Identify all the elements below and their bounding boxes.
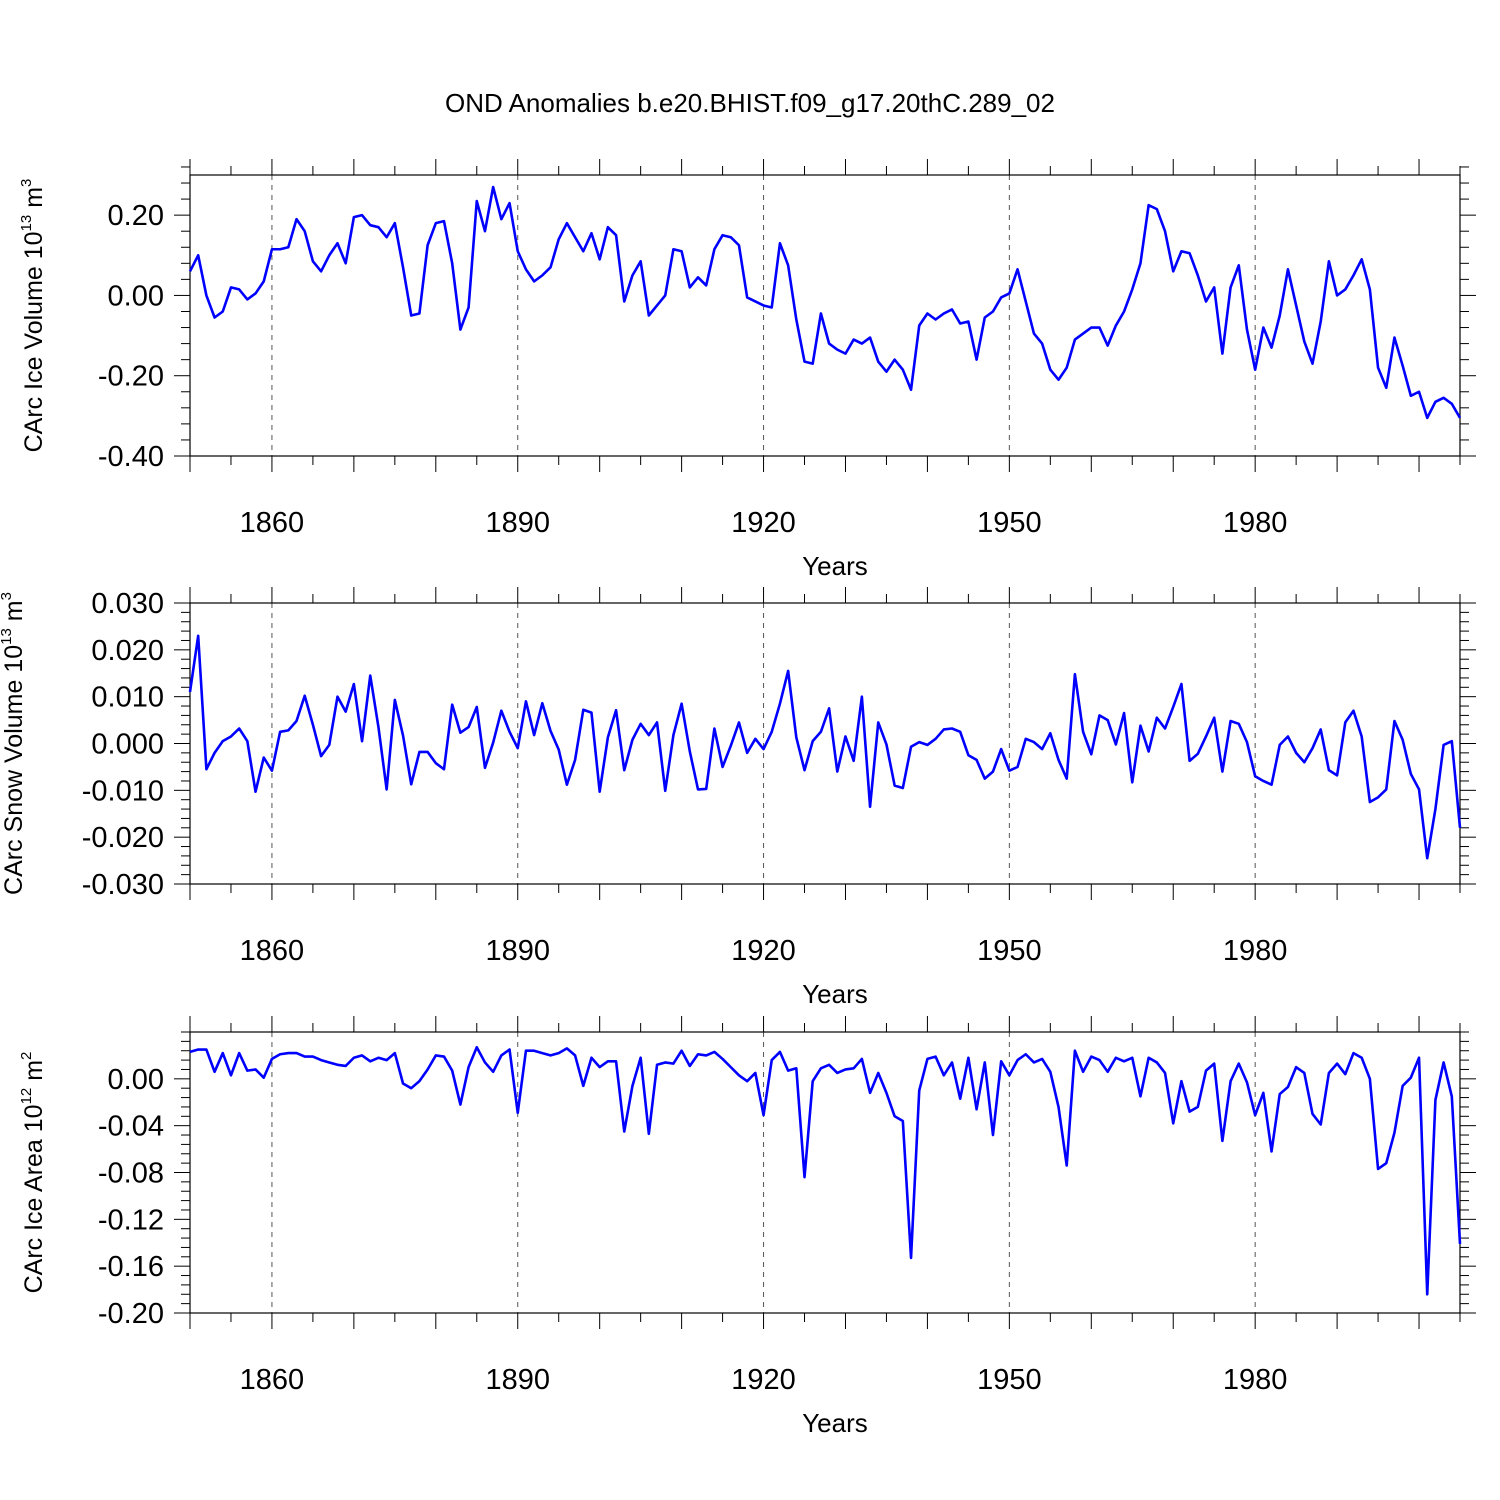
x-tick-label: 1890 <box>485 507 550 539</box>
series-line-ice-area <box>189 1045 1462 1296</box>
y-tick-label: 0.020 <box>91 635 164 667</box>
x-tick-label: 1980 <box>1223 507 1288 539</box>
x-tick-label: 1920 <box>731 935 796 967</box>
x-tick-label: 1860 <box>240 935 305 967</box>
y-tick-label: -0.20 <box>98 361 164 393</box>
x-tick-label: 1890 <box>485 1364 550 1396</box>
x-tick-label: 1920 <box>731 1364 796 1396</box>
y-tick-label: -0.12 <box>98 1204 164 1236</box>
x-axis-label: Years <box>802 979 868 1009</box>
y-tick-label: -0.010 <box>82 775 164 807</box>
x-tick-label: 1980 <box>1223 935 1288 967</box>
plot-frame <box>189 174 1461 457</box>
y-tick-label: -0.04 <box>98 1111 164 1143</box>
y-tick-label: -0.020 <box>82 822 164 854</box>
y-tick-label: 0.00 <box>108 280 164 312</box>
x-tick-label: 1980 <box>1223 1364 1288 1396</box>
x-tick-label: 1920 <box>731 507 796 539</box>
y-axis-label: CArc Snow Volume 1013 m3 <box>0 592 28 895</box>
y-tick-label: -0.16 <box>98 1251 164 1283</box>
panel-ice-volume: -0.40 -0.20 0.00 0.20 1860 1890 1920 1950 1980 Ye… <box>18 159 1476 581</box>
y-tick-label: 0.030 <box>91 588 164 620</box>
y-axis-label: CArc Ice Volume 1013 m3 <box>18 179 48 453</box>
x-tick-label: 1860 <box>240 507 305 539</box>
y-tick-label: -0.08 <box>98 1158 164 1190</box>
x-tick-label: 1950 <box>977 935 1042 967</box>
figure-title: OND Anomalies b.e20.BHIST.f09_g17.20thC.… <box>445 88 1055 118</box>
x-tick-label: 1950 <box>977 1364 1042 1396</box>
x-tick-label: 1860 <box>240 1364 305 1396</box>
panels: -0.40 -0.20 0.00 0.20 1860 1890 1920 1950 1980 Ye… <box>0 159 1476 1438</box>
panel-snow-volume: -0.030 -0.020 -0.010 0.000 0.010 0.020 0.030 18… <box>0 587 1476 1009</box>
series-line-snow-volume <box>188 634 1462 860</box>
panel-ice-area: -0.20 -0.16 -0.12 -0.08 -0.04 0.00 1860 1890 192… <box>18 1016 1476 1438</box>
x-tick-label: 1890 <box>485 935 550 967</box>
series-line-ice-volume <box>188 185 1462 420</box>
y-axis-label: CArc Ice Area 1012 m2 <box>18 1052 48 1294</box>
y-tick-label: -0.030 <box>82 869 164 901</box>
y-tick-label: -0.20 <box>98 1298 164 1330</box>
y-tick-label: 0.00 <box>108 1064 164 1096</box>
y-tick-label: -0.40 <box>98 441 164 473</box>
x-tick-label: 1950 <box>977 507 1042 539</box>
x-axis-label: Years <box>802 551 868 581</box>
x-axis-label: Years <box>802 1408 868 1438</box>
y-tick-label: 0.20 <box>108 200 164 232</box>
y-tick-label: 0.000 <box>91 729 164 761</box>
y-tick-label: 0.010 <box>91 682 164 714</box>
